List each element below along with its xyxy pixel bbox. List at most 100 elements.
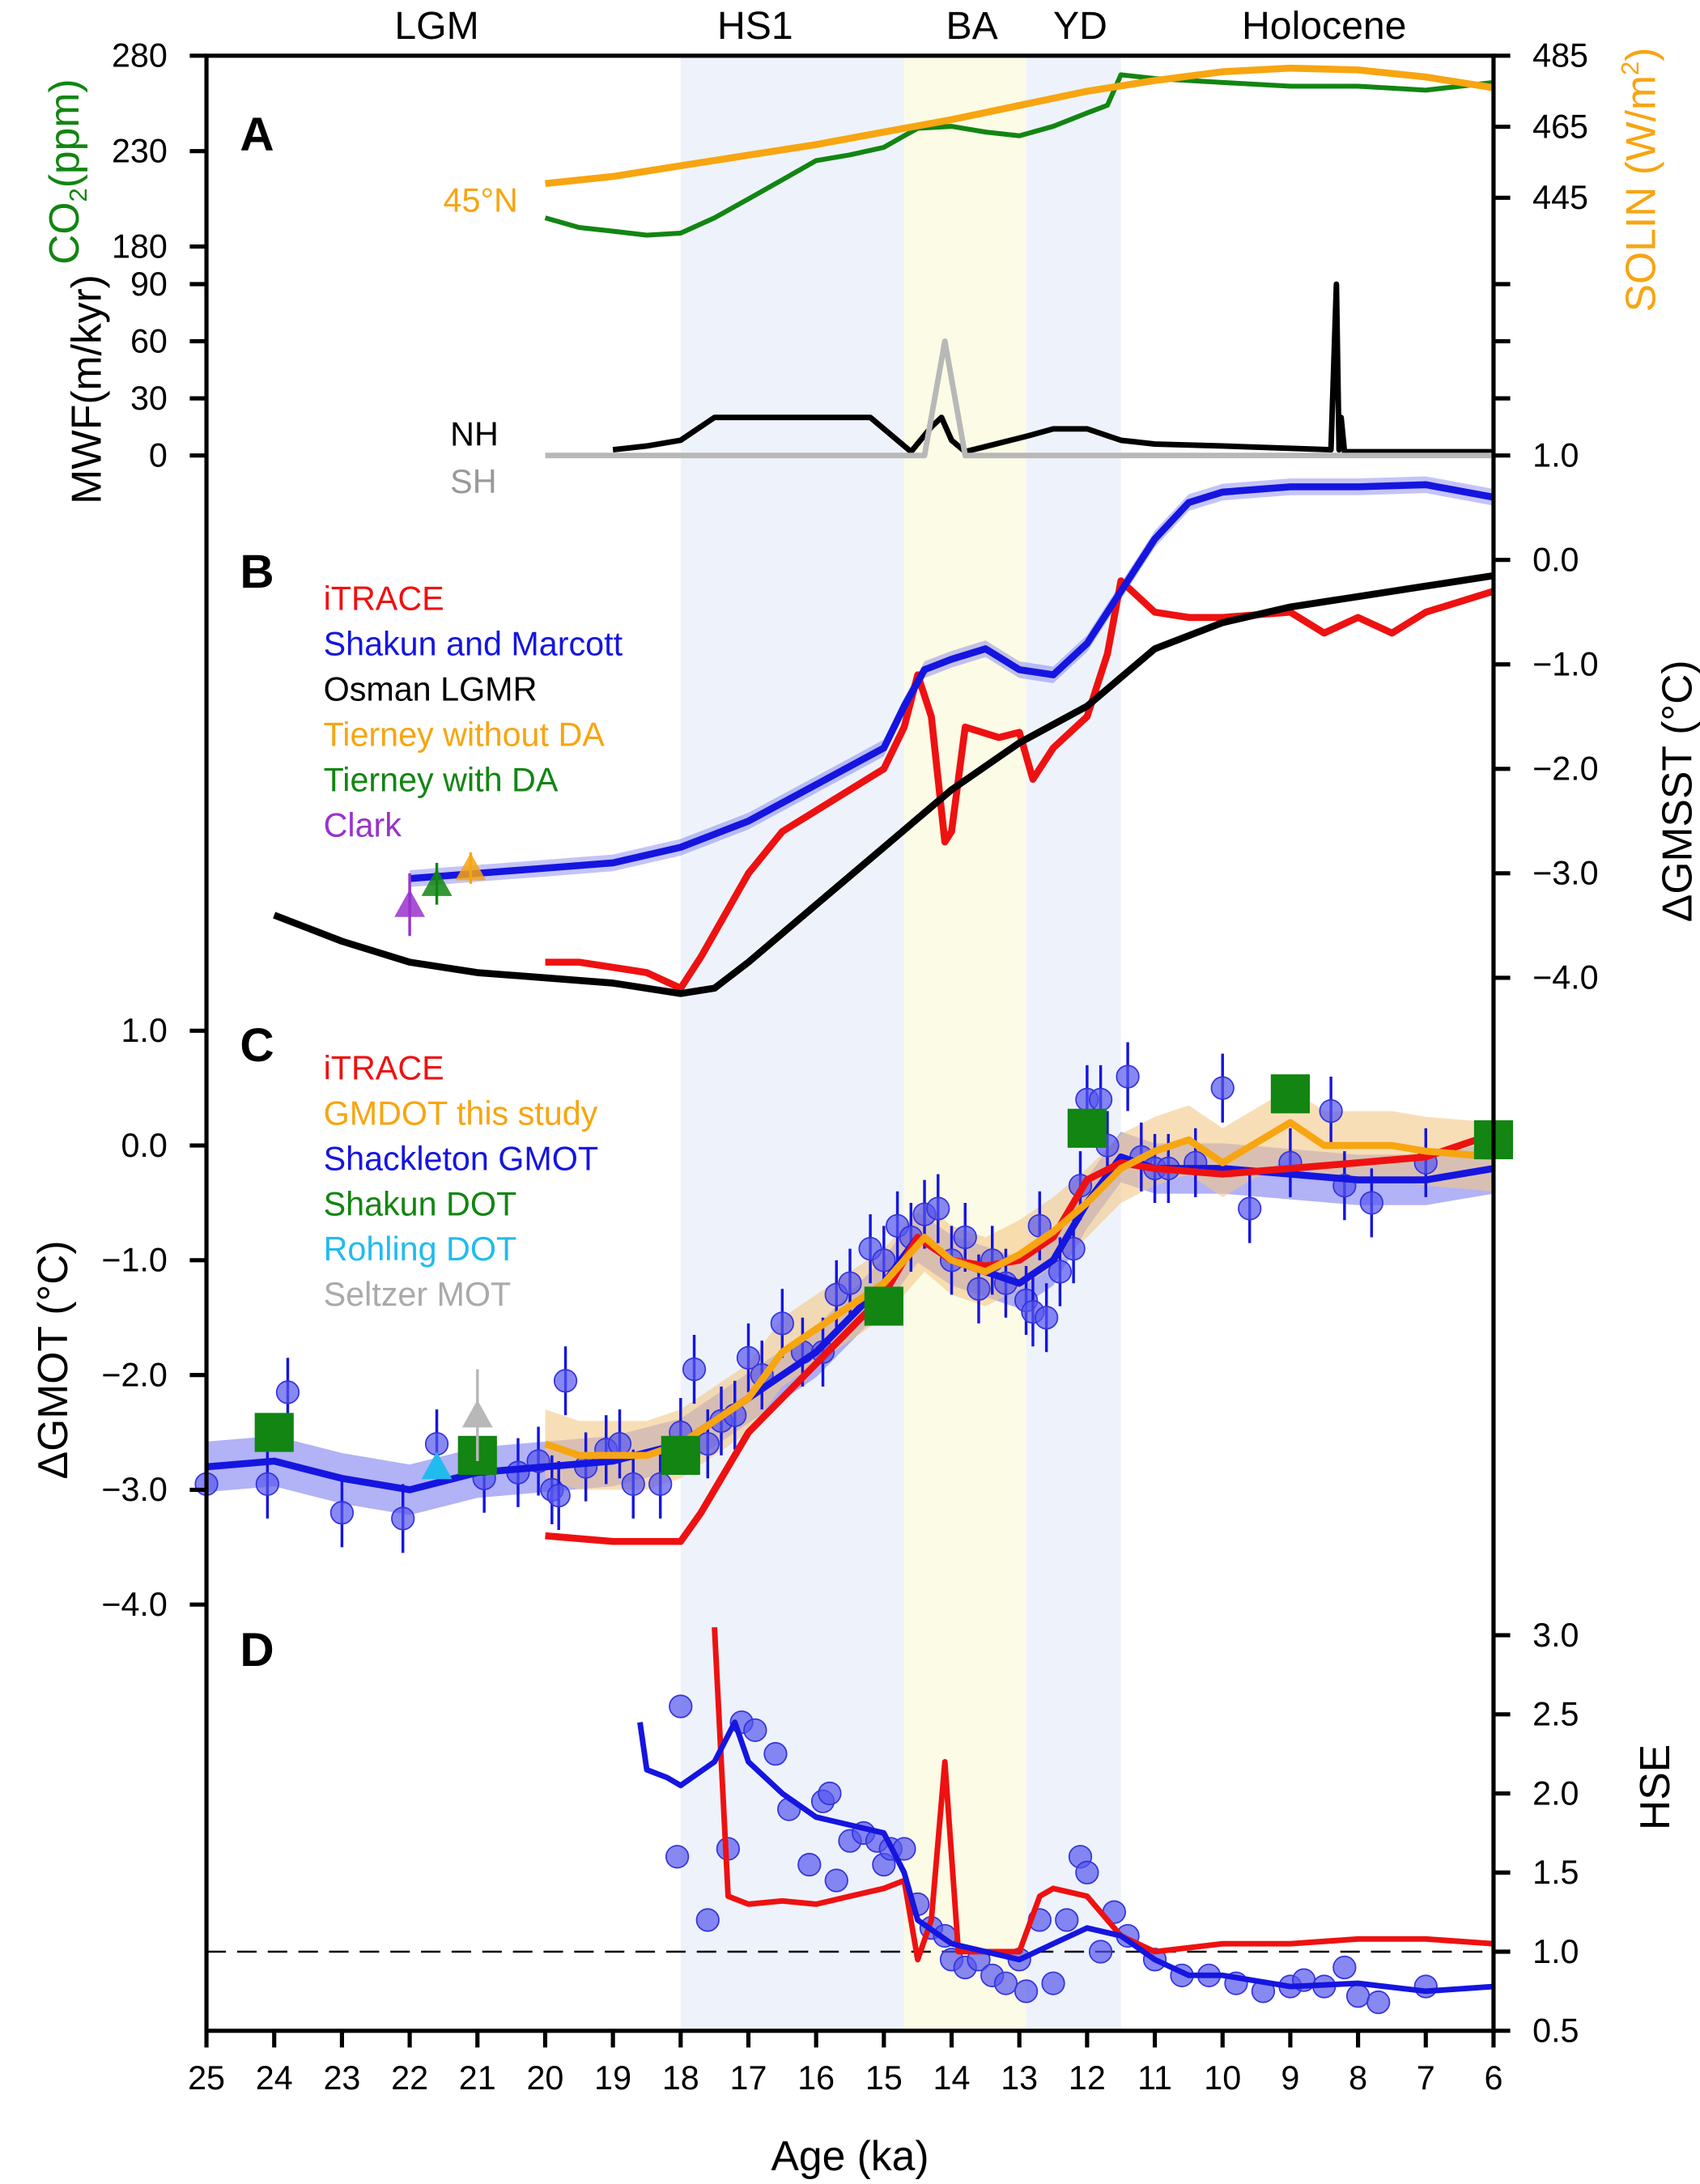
scatter-point-hse	[824, 1868, 848, 1893]
gmot-axis-tick-label: −2.0	[101, 1356, 168, 1393]
line-nh	[612, 281, 1494, 455]
x-axis-tick-label: 20	[526, 2059, 563, 2097]
axes: LGM HS1 BA YD Holocene1802302800306090445465…	[101, 4, 1598, 2097]
co2-axis-tick-label: 280	[112, 37, 168, 74]
legend-b-shakun-and-marcott: Shakun and Marcott	[324, 626, 623, 663]
period-label-hs1: HS1	[717, 4, 793, 48]
mwf-axis-tick-label: 60	[130, 322, 168, 359]
hse-axis-tick-label: 1.5	[1532, 1854, 1579, 1891]
hse-axis-tick-label: 2.5	[1532, 1696, 1579, 1733]
x-axis-tick-label: 8	[1349, 2059, 1367, 2097]
gmsst-axis-tick-label: −3.0	[1532, 855, 1599, 892]
marker-tierney-without-da	[455, 852, 487, 881]
solin-axis-label: SOLIN (W/m2)	[1616, 48, 1664, 312]
x-axis-tick-label: 21	[459, 2059, 496, 2097]
scatter-point-gmot	[1035, 1306, 1059, 1330]
gmsst-axis-label: ΔGMSST (°C)	[1653, 660, 1700, 922]
chart-marks	[194, 64, 1514, 2015]
marker-shakun-dot	[1067, 1108, 1107, 1148]
period-shade-yd	[1026, 55, 1121, 2031]
scatter-point-hse	[669, 1694, 693, 1719]
marker-shakun-dot	[1270, 1074, 1310, 1114]
x-axis-tick-label: 12	[1069, 2059, 1106, 2097]
scatter-point-gmot	[1238, 1196, 1262, 1221]
scatter-point-hse	[1041, 1971, 1065, 1995]
line-gmdot-this-study	[544, 1119, 1494, 1460]
legends: iTRACE Shakun and Marcott Osman LGMR Tierne…	[324, 580, 623, 1313]
scatter-point-gmot	[621, 1472, 645, 1496]
scatter-point-gmot	[255, 1472, 279, 1496]
scatter-point-gmot	[1116, 1064, 1140, 1089]
period-label-holocene: Holocene	[1242, 4, 1406, 48]
legend-b-itrace: iTRACE	[324, 580, 444, 618]
x-axis-label: Age (ka)	[771, 2132, 929, 2179]
line-co2	[544, 72, 1494, 238]
marker-seltzer-mot	[461, 1400, 493, 1428]
solin-45n-label: 45°N	[444, 182, 518, 219]
scatter-point-gmot	[736, 1345, 761, 1370]
x-axis-tick-label: 23	[323, 2059, 360, 2097]
scatter-point-gmot	[1319, 1098, 1343, 1124]
scatter-point-gmot	[329, 1501, 355, 1525]
gmot-axis-label: ΔGMOT (°C)	[29, 1240, 76, 1479]
legend-c-seltzer-mot: Seltzer MOT	[324, 1276, 512, 1313]
gmot-axis-tick-label: −4.0	[101, 1586, 168, 1623]
scatter-point-hse	[763, 1742, 788, 1766]
scatter-point-gmot	[648, 1472, 673, 1496]
scatter-point-gmot	[682, 1357, 707, 1382]
line-solin-45-n	[545, 64, 1494, 188]
sh-label: SH	[450, 463, 496, 500]
scatter-point-hse	[1345, 1984, 1371, 2008]
solin-axis-tick-label: 445	[1532, 179, 1588, 216]
hse-axis-tick-label: 3.0	[1532, 1617, 1579, 1654]
line-shackleton	[637, 1719, 1494, 1995]
marker-shakun-dot	[254, 1413, 294, 1452]
scatter-point-hse	[797, 1852, 822, 1877]
period-label-lgm: LGM	[394, 4, 478, 48]
line-shakun-and-marcott	[409, 481, 1494, 882]
line-sh	[545, 338, 1494, 459]
gmsst-axis-tick-label: −2.0	[1532, 750, 1599, 788]
period-shade-ba	[903, 55, 1026, 2031]
panel-label-d: D	[240, 1624, 274, 1676]
legend-b-tierney-without-da: Tierney without DA	[324, 716, 606, 753]
scatter-point-gmot	[1359, 1191, 1383, 1215]
scatter-point-hse	[1366, 1990, 1391, 2015]
scatter-point-hse	[1075, 1860, 1099, 1884]
legend-c-rohling-dot: Rohling DOT	[324, 1230, 517, 1268]
gmsst-axis-tick-label: 1.0	[1532, 436, 1579, 474]
scatter-point-hse	[1055, 1908, 1079, 1932]
mwf-axis-label: MWF(m/kyr)	[62, 274, 109, 504]
scatter-point-gmot	[770, 1311, 794, 1336]
scatter-point-gmot	[953, 1225, 977, 1250]
scatter-point-hse	[993, 1971, 1018, 1995]
line-osman-lgmr	[273, 571, 1494, 997]
scatter-point-gmot	[838, 1271, 862, 1295]
gmot-axis-tick-label: −1.0	[101, 1242, 168, 1279]
period-label-yd: YD	[1053, 4, 1107, 48]
gmsst-axis-tick-label: 0.0	[1532, 541, 1579, 578]
x-axis-tick-label: 10	[1204, 2059, 1241, 2097]
x-axis-tick-label: 6	[1484, 2059, 1502, 2097]
x-axis-tick-label: 22	[391, 2059, 428, 2097]
mwf-axis-tick-label: 30	[130, 380, 168, 417]
scatter-point-hse	[695, 1908, 720, 1932]
solin-axis-tick-label: 465	[1532, 108, 1588, 145]
x-axis-tick-label: 9	[1281, 2059, 1299, 2097]
scatter-point-hse	[1088, 1940, 1113, 1964]
legend-b-osman-lgmr: Osman LGMR	[324, 670, 538, 707]
panel-label-b: B	[240, 546, 274, 598]
x-axis-tick-label: 13	[1001, 2059, 1038, 2097]
legend-c-shakun-dot: Shakun DOT	[324, 1185, 517, 1222]
legend-c-gmdot-this-study: GMDOT this study	[324, 1094, 598, 1132]
x-axis-tick-label: 16	[797, 2059, 835, 2097]
mwf-axis-tick-label: 0	[149, 436, 168, 474]
marker-rohling-dot	[421, 1451, 453, 1480]
scatter-point-gmot	[391, 1506, 415, 1531]
mwf-axis-tick-label: 90	[130, 266, 168, 303]
scatter-point-gmot	[546, 1483, 571, 1508]
nh-label: NH	[450, 416, 499, 453]
scatter-point-gmot	[553, 1369, 578, 1393]
gmsst-axis-tick-label: −1.0	[1532, 646, 1599, 683]
